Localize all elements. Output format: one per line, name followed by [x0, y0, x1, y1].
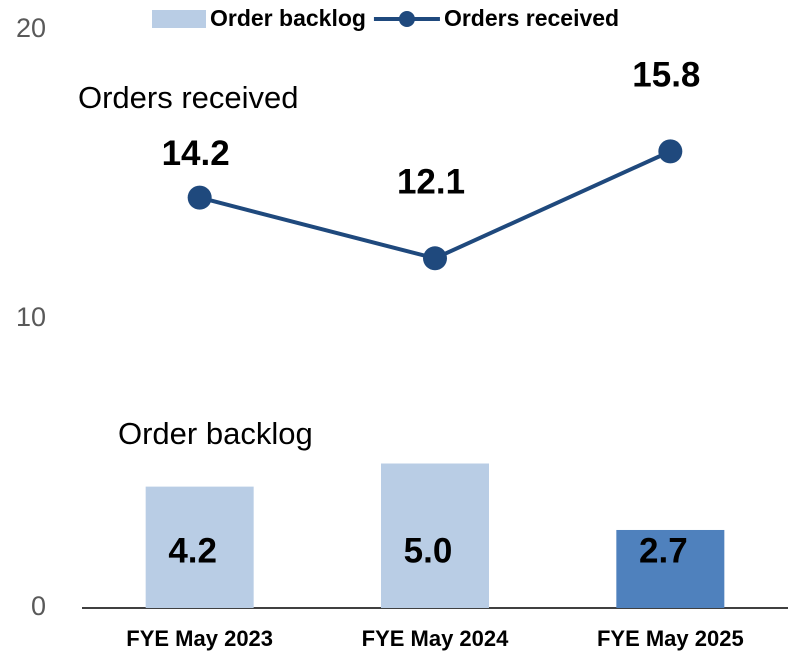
- bar: [145, 486, 254, 608]
- y-tick-label: 0: [31, 591, 46, 621]
- legend-label: Order backlog: [210, 5, 366, 31]
- bar-value-label: 2.7: [639, 531, 688, 570]
- line-value-label: 14.2: [162, 134, 230, 173]
- line-value-label: 15.8: [632, 56, 700, 95]
- y-tick-label: 10: [16, 302, 46, 332]
- x-tick-label: FYE May 2023: [126, 626, 273, 651]
- line-point: [187, 185, 212, 210]
- line-point: [423, 246, 447, 271]
- x-tick-label: FYE May 2025: [597, 626, 744, 651]
- legend-swatch: [398, 11, 415, 27]
- bar: [616, 529, 725, 608]
- legend-label: Orders received: [444, 5, 619, 31]
- x-tick-label: FYE May 2024: [362, 626, 510, 651]
- bar-value-label: 5.0: [404, 531, 453, 570]
- annotation: Orders received: [78, 80, 299, 115]
- bar-value-label: 4.2: [168, 531, 217, 570]
- line-point: [658, 139, 683, 164]
- line-value-label: 12.1: [397, 163, 465, 202]
- annotation: Order backlog: [118, 416, 313, 451]
- y-tick-label: 20: [16, 13, 46, 43]
- bar: [381, 463, 489, 608]
- legend-swatch: [152, 10, 206, 28]
